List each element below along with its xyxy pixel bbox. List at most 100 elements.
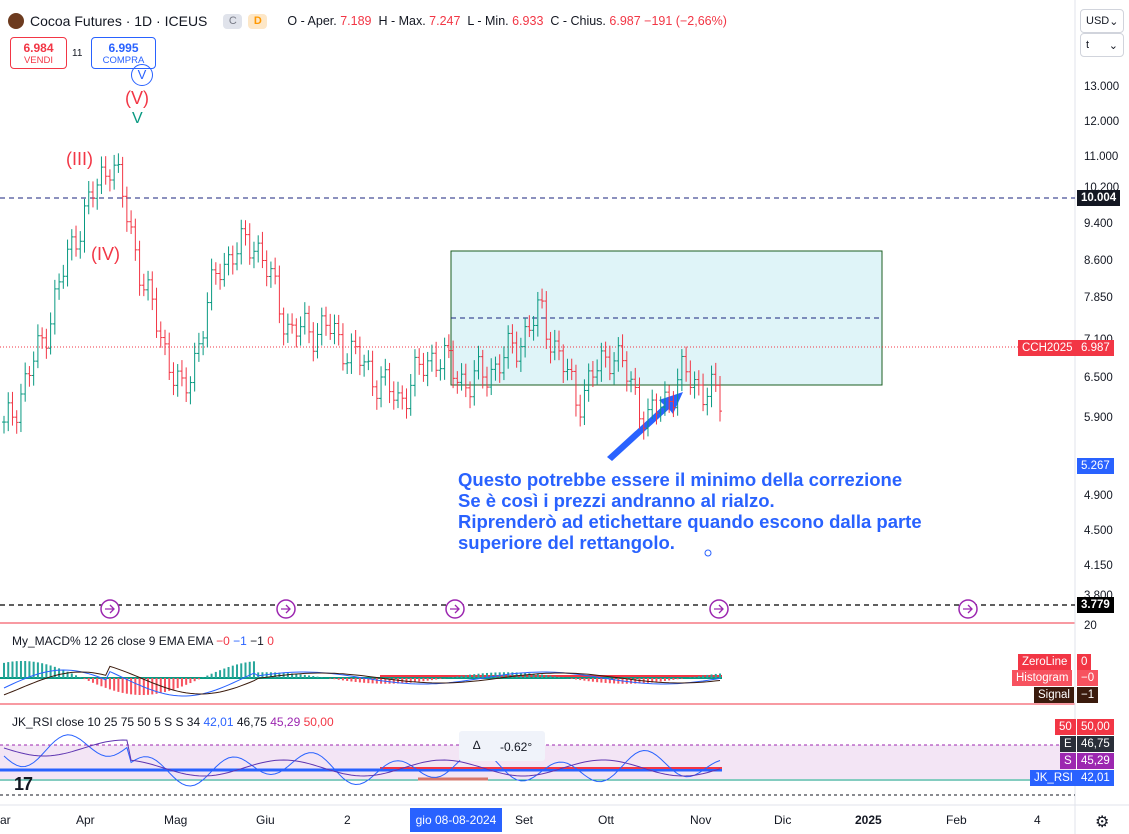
ohlc-values: O - Aper. 7.189 H - Max. 7.247 L - Min. … (287, 14, 727, 28)
annotation-arrow[interactable] (607, 392, 683, 461)
buy-button[interactable]: 6.995 COMPRA (91, 37, 156, 69)
macd-histogram-bar (706, 674, 709, 678)
macd-histogram-bar (392, 678, 395, 684)
macd-zeroline-tag: ZeroLine (1018, 654, 1072, 670)
macd-histogram-bar (36, 662, 39, 678)
level-label-3779[interactable]: 3.779 (1077, 597, 1114, 613)
price-tick: 7.850 (1084, 292, 1113, 304)
rsi-50-tag: 50 (1055, 719, 1076, 735)
macd-histogram-bar (269, 672, 272, 678)
macd-signal-tag: Signal (1034, 687, 1074, 703)
macd-title[interactable]: My_MACD% 12 26 close 9 EMA EMA −0 −1 −1 … (12, 634, 274, 648)
macd-histogram-bar (375, 678, 378, 684)
macd-histogram-bar (439, 678, 442, 679)
macd-histogram-bar (151, 678, 154, 695)
chevron-down-icon: ⌄ (1108, 39, 1118, 52)
level-label-10004[interactable]: 10.004 (1077, 190, 1121, 206)
symbol-title[interactable]: Cocoa Futures · 1D · ICEUS (30, 13, 208, 29)
macd-histogram-bar (507, 672, 510, 678)
macd-histogram-bar (574, 678, 577, 680)
price-tick: 4.900 (1084, 490, 1113, 502)
macd-histogram-bar (75, 675, 78, 678)
sell-button[interactable]: 6.984 VENDI (10, 37, 67, 69)
macd-histogram-bar (108, 678, 111, 690)
rsi-line (3, 734, 721, 787)
macd-histogram-bar (494, 672, 497, 678)
macd-histogram-bar (418, 678, 421, 682)
macd-histogram-bar (397, 678, 400, 684)
macd-histogram-bar (435, 678, 438, 680)
macd-histogram-bar (202, 677, 205, 678)
angle-measure-tooltip[interactable]: ∆ -0.62° (459, 731, 545, 761)
macd-histogram-bar (329, 678, 332, 679)
macd-histogram-bar (600, 678, 603, 683)
currency-select[interactable]: USD ⌄ (1080, 9, 1124, 33)
macd-histogram-bar (655, 678, 658, 683)
macd-histogram-bar (714, 673, 717, 678)
macd-histogram-bar (252, 661, 255, 678)
macd-histogram-bar (515, 672, 518, 678)
wave-label-iv[interactable]: (IV) (91, 244, 120, 264)
macd-histogram-bar (214, 671, 217, 678)
macd-histogram-bar (58, 668, 61, 678)
macd-zeroline-value: 0 (1077, 654, 1092, 670)
macd-histogram-bar (15, 661, 18, 678)
annotation-text[interactable]: Questo potrebbe essere il minimo della c… (458, 469, 922, 553)
wave-label-iii[interactable]: (III) (66, 149, 93, 169)
price-tick: 13.000 (1084, 81, 1120, 93)
macd-histogram-bar (388, 678, 391, 684)
macd-histogram-bar (185, 678, 188, 685)
rsi-50-value: 50,00 (1077, 719, 1114, 735)
macd-histogram-bar (579, 678, 582, 681)
macd-histogram-bar (134, 678, 137, 695)
macd-histogram-bar (668, 678, 671, 681)
macd-histogram-bar (363, 678, 366, 683)
delayed-badge[interactable]: D (248, 13, 268, 29)
time-tick: ar (0, 813, 11, 827)
macd-histogram-bar (49, 665, 52, 678)
macd-histogram-bar (689, 677, 692, 678)
tradingview-logo[interactable]: 17 (14, 774, 33, 794)
macd-histogram-bar (172, 678, 175, 690)
macd-histogram-bar (545, 675, 548, 678)
macd-histogram-bar (596, 678, 599, 683)
macd-histogram-bar (536, 674, 539, 678)
macd-histogram-bar (553, 676, 556, 678)
macd-histogram-bar (426, 678, 429, 681)
wave-label-v-paren[interactable]: (V) (125, 88, 149, 108)
macd-histogram-bar (367, 678, 370, 684)
macd-signal-line (3, 665, 721, 696)
rsi-jk-value: 42,01 (1077, 770, 1114, 786)
macd-histogram-bar (663, 678, 666, 682)
macd-histogram-bar (236, 664, 239, 678)
macd-histogram-bar (206, 675, 209, 678)
rsi-jk-tag: JK_RSI (1030, 770, 1077, 786)
macd-histogram-bar (630, 678, 633, 684)
price-tick: 4.500 (1084, 525, 1113, 537)
macd-histogram-bar (532, 673, 535, 678)
macd-histogram-bar (295, 673, 298, 678)
wave-label-v-circle[interactable]: V (131, 64, 153, 86)
macd-histogram-bar (240, 663, 243, 678)
closed-badge[interactable]: C (223, 13, 243, 29)
macd-histogram-bar (197, 678, 200, 680)
rsi-s-value: 45,29 (1077, 753, 1114, 769)
macd-histogram-bar (409, 678, 412, 683)
settings-gear-icon[interactable]: ⚙ (1095, 814, 1110, 831)
macd-histogram-bar (96, 678, 99, 685)
macd-histogram-bar (7, 662, 10, 678)
consolidation-rectangle[interactable] (450, 250, 883, 386)
macd-line (3, 669, 721, 697)
rsi-title[interactable]: JK_RSI close 10 25 75 50 5 S S 34 42,01 … (12, 715, 334, 729)
macd-histogram-bar (286, 673, 289, 678)
macd-histogram-bar (91, 678, 94, 683)
macd-histogram-bar (121, 678, 124, 693)
level-label-5267[interactable]: 5.267 (1077, 458, 1114, 474)
wave-label-v-minor[interactable]: V (132, 110, 143, 127)
macd-histogram-bar (371, 678, 374, 684)
macd-histogram-bar (83, 678, 86, 680)
macd-histogram-bar (354, 678, 357, 682)
unit-select[interactable]: t ⌄ (1080, 33, 1124, 57)
macd-histogram-bar (570, 678, 573, 679)
